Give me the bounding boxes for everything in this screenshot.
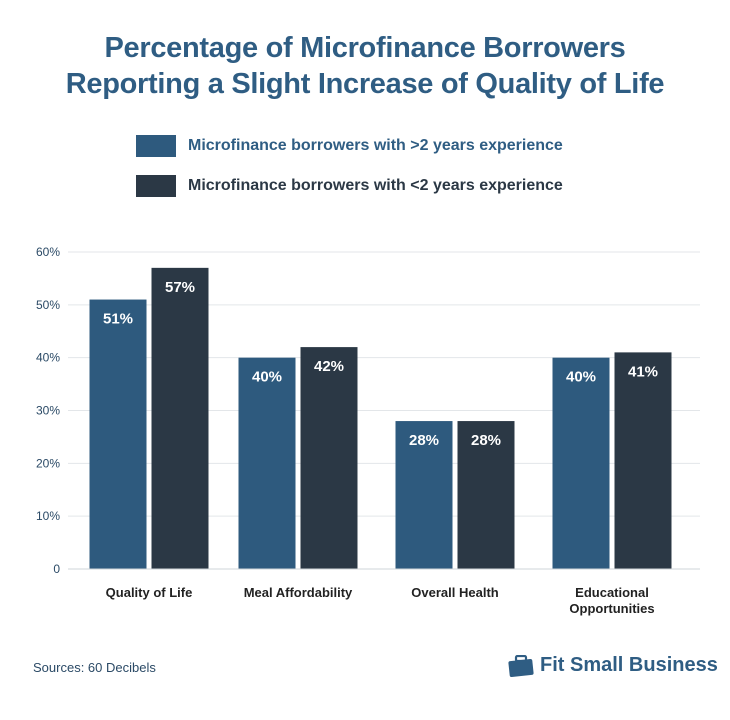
y-tick-label: 20%	[36, 456, 60, 470]
data-label: 28%	[409, 432, 439, 449]
x-tick-label: Educational	[575, 585, 649, 600]
legend-swatch-series1	[136, 135, 176, 157]
chart-title: Percentage of Microfinance Borrowers Rep…	[0, 30, 730, 102]
data-label: 40%	[252, 369, 282, 386]
legend-item-series1: Microfinance borrowers with >2 years exp…	[136, 135, 563, 157]
data-label: 41%	[628, 363, 658, 380]
bar-2	[457, 421, 515, 569]
source-note: Sources: 60 Decibels	[33, 660, 156, 675]
x-tick-label: Quality of Life	[106, 585, 193, 600]
bar-1	[395, 421, 453, 569]
data-label: 42%	[314, 358, 344, 375]
y-tick-label: 50%	[36, 298, 60, 312]
y-tick-label: 10%	[36, 509, 60, 523]
x-tick-label: Opportunities	[569, 601, 654, 616]
x-tick-label: Overall Health	[411, 585, 498, 600]
data-label: 28%	[471, 432, 501, 449]
bar-2	[614, 352, 672, 569]
bar-1	[552, 357, 610, 569]
y-tick-label: 60%	[36, 245, 60, 259]
data-label: 40%	[566, 369, 596, 386]
y-tick-label: 30%	[36, 404, 60, 418]
x-tick-label: Meal Affordability	[244, 585, 353, 600]
y-tick-label: 40%	[36, 351, 60, 365]
data-label: 57%	[165, 279, 195, 296]
legend-label-series2: Microfinance borrowers with <2 years exp…	[188, 177, 563, 194]
legend-swatch-series2	[136, 175, 176, 197]
bar-2	[151, 267, 209, 569]
legend-item-series2: Microfinance borrowers with <2 years exp…	[136, 175, 563, 197]
y-tick-label: 0	[53, 562, 60, 576]
data-label: 51%	[103, 311, 133, 328]
legend-label-series1: Microfinance borrowers with >2 years exp…	[188, 137, 563, 154]
title-line-2: Reporting a Slight Increase of Quality o…	[65, 68, 665, 100]
briefcase-icon	[508, 654, 534, 677]
bar-2	[300, 347, 358, 569]
bar-1	[89, 299, 147, 569]
brand-name: Fit Small Business	[540, 654, 718, 676]
brand-logo: Fit Small Business	[508, 654, 718, 677]
title-line-1: Percentage of Microfinance Borrowers	[104, 32, 626, 64]
bar-1	[238, 357, 296, 569]
